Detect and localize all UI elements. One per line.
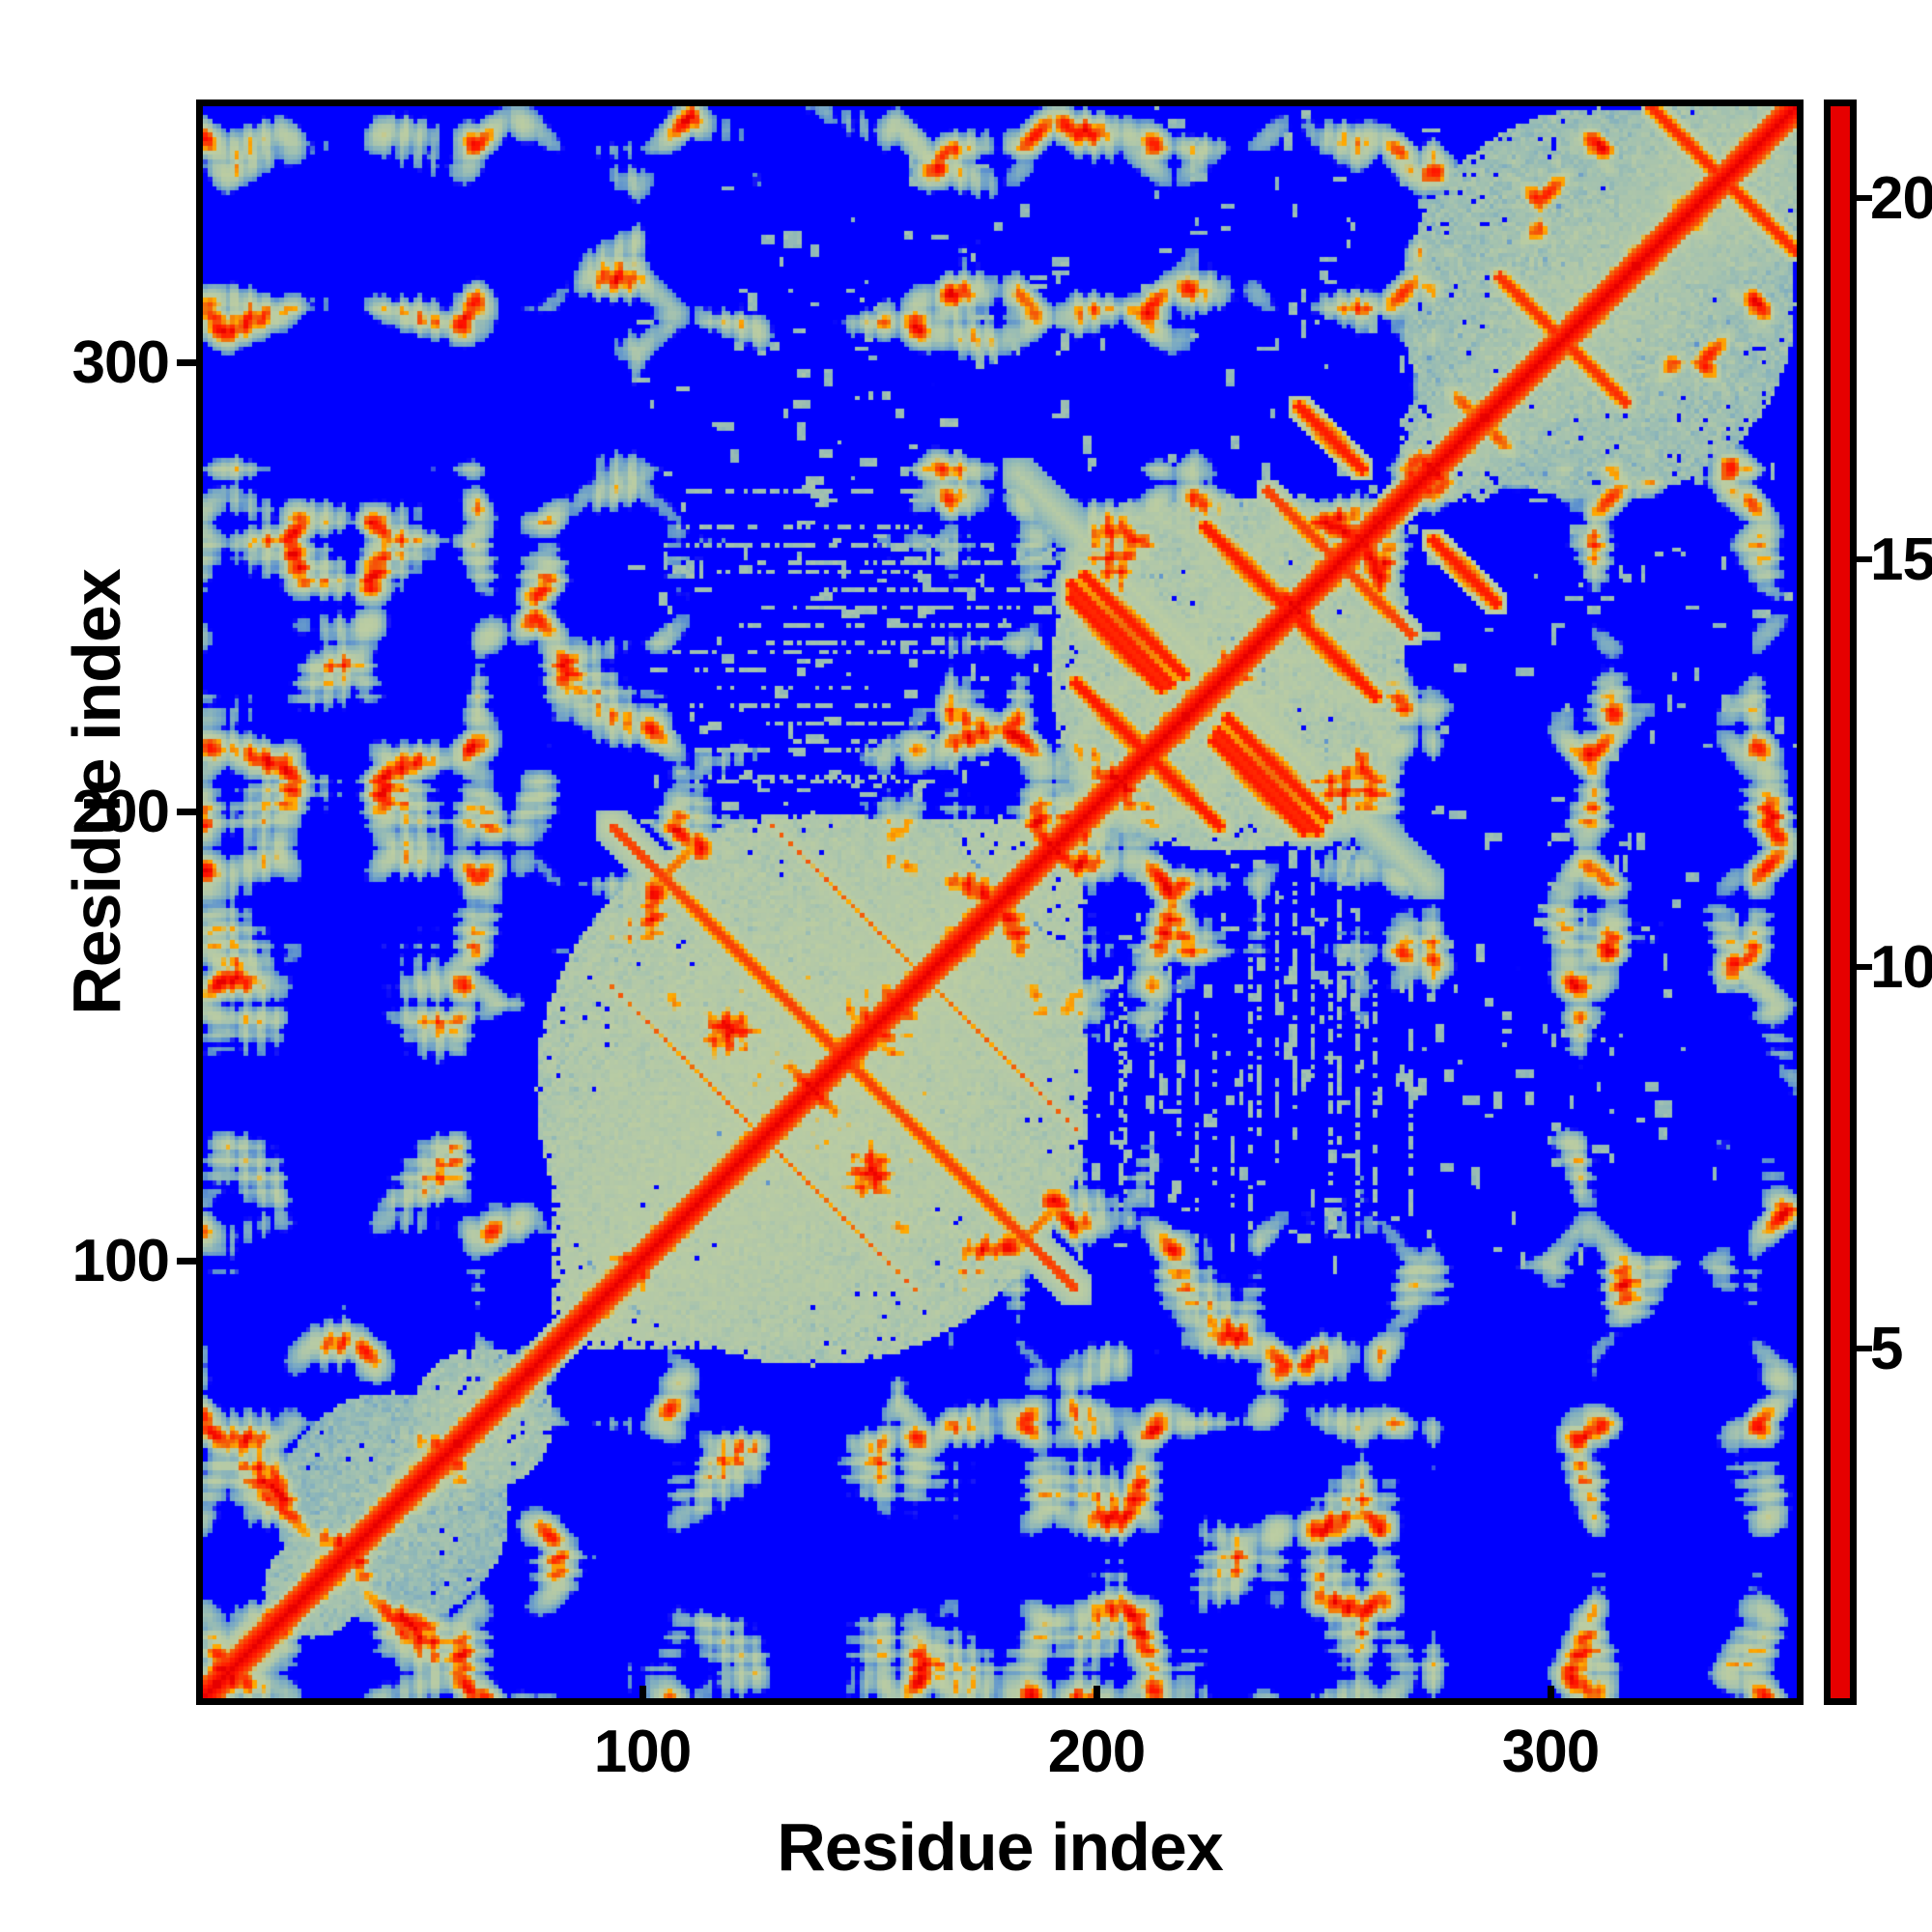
colorbar-tick-mark-10	[1857, 964, 1872, 970]
colorbar-tick-mark-5	[1857, 1346, 1872, 1351]
y-axis-title: Residue index	[59, 569, 134, 1015]
colorbar-tick-label-10: 10	[1870, 934, 1932, 1001]
xtick-mark-300	[1548, 1686, 1554, 1705]
ytick-mark-100	[177, 1258, 196, 1264]
ytick-label-100: 100	[71, 1228, 170, 1294]
colorbar-tick-mark-20	[1857, 195, 1872, 201]
xtick-mark-100	[639, 1686, 646, 1705]
ytick-mark-300	[177, 359, 196, 366]
ytick-mark-200	[177, 809, 196, 815]
colorbar	[1824, 99, 1857, 1705]
heatmap-canvas	[203, 106, 1797, 1698]
xtick-mark-200	[1094, 1686, 1100, 1705]
ytick-label-200: 200	[71, 779, 170, 845]
colorbar-tick-mark-15	[1857, 556, 1872, 562]
colorbar-tick-label-15: 15	[1870, 526, 1932, 593]
xtick-label-200: 200	[1047, 1719, 1146, 1785]
colorbar-gradient	[1831, 106, 1850, 1698]
x-axis-title: Residue index	[777, 1809, 1224, 1885]
xtick-label-100: 100	[593, 1719, 692, 1785]
xtick-label-300: 300	[1501, 1719, 1600, 1785]
ytick-label-300: 300	[71, 329, 170, 396]
heatmap-plot-area	[196, 99, 1804, 1705]
colorbar-tick-label-20: 20	[1870, 165, 1932, 232]
colorbar-tick-label-5: 5	[1870, 1316, 1903, 1382]
